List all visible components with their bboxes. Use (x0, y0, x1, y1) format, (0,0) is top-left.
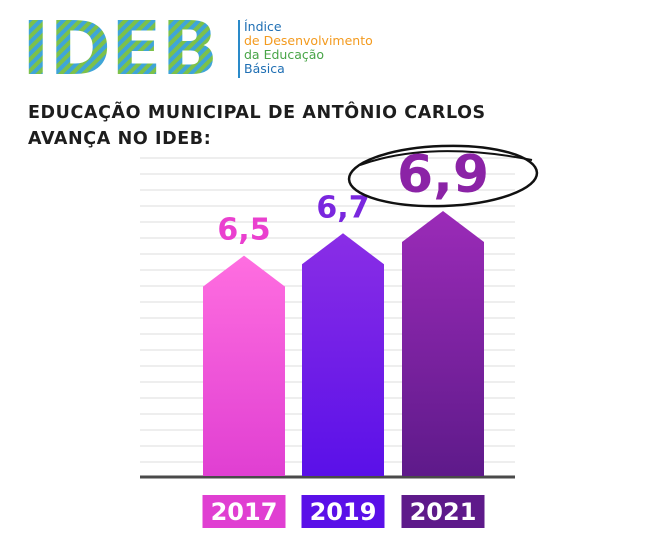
logo-separator (238, 20, 240, 78)
ideb-wordmark-text: IDEB (22, 8, 218, 78)
value-label-2019: 6,7 (316, 190, 369, 225)
bar-2019 (302, 233, 384, 476)
year-label-2021: 2021 (410, 498, 477, 526)
headline: EDUCAÇÃO MUNICIPAL DE ANTÔNIO CARLOS AVA… (28, 100, 486, 152)
year-label-2019: 2019 (310, 498, 377, 526)
logo-line-1: Índice (244, 19, 282, 34)
chart-value-labels: 6,5 6,7 6,9 (217, 145, 489, 248)
logo-subtitle: Índice de Desenvolvimento da Educação Bá… (244, 20, 373, 76)
chart-bars (203, 211, 484, 476)
value-label-2017: 6,5 (217, 213, 270, 248)
highlight-stroke (359, 150, 533, 166)
headline-line-1: EDUCAÇÃO MUNICIPAL DE ANTÔNIO CARLOS (28, 103, 486, 123)
year-label-2017: 2017 (211, 498, 278, 526)
logo-line-2: de Desenvolvimento (244, 33, 373, 48)
chart-highlight (347, 144, 539, 208)
ideb-wordmark: IDEB (22, 8, 218, 78)
logo-line-3: da Educação (244, 47, 325, 62)
year-label-box-2021 (401, 495, 485, 528)
chart-year-labels: 2017 2019 2021 (202, 495, 485, 528)
highlight-circle (347, 144, 539, 208)
year-label-box-2017 (202, 495, 286, 528)
value-label-2021: 6,9 (397, 145, 489, 205)
year-label-box-2019 (301, 495, 385, 528)
ideb-logo: IDEB Índice de Desenvolvimento da Educaç… (22, 8, 373, 78)
headline-line-2: AVANÇA NO IDEB: (28, 129, 212, 149)
bar-2017 (203, 255, 285, 476)
logo-line-4: Básica (244, 61, 285, 76)
bar-2021 (402, 211, 484, 476)
